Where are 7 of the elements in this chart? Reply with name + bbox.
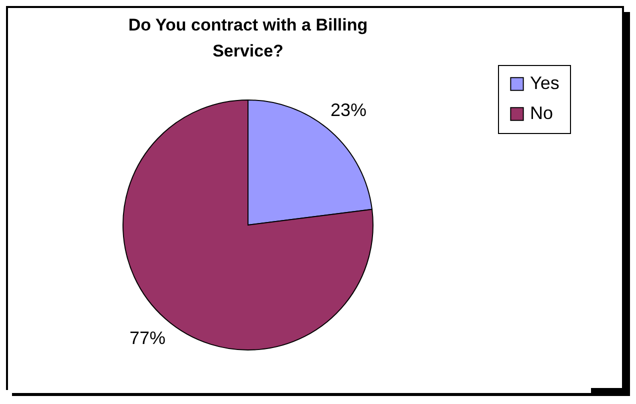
legend-label: No xyxy=(530,103,554,123)
data-label: 23% xyxy=(330,100,367,120)
chart-title: Do You contract with a Billing Service? xyxy=(128,16,368,60)
pie-slice xyxy=(248,100,373,226)
legend-label: Yes xyxy=(530,73,560,93)
pie-slice xyxy=(122,100,374,350)
data-label: 77% xyxy=(129,328,166,348)
